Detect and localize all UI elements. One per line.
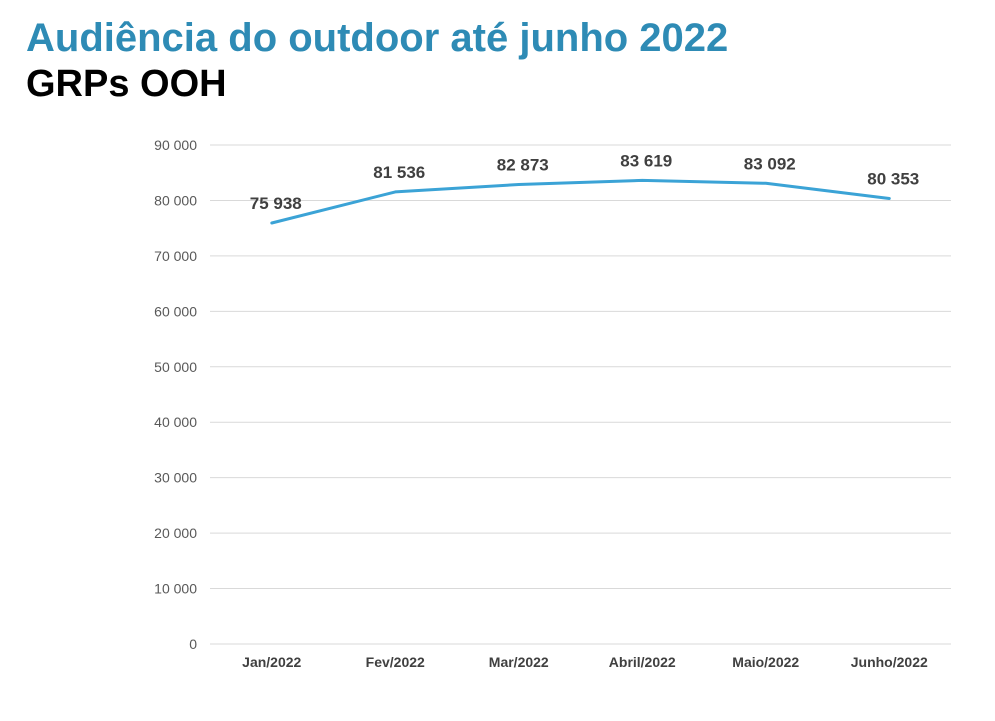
data-label: 82 873 <box>497 156 549 175</box>
y-tick-label: 10 000 <box>154 581 197 597</box>
x-tick-label: Jan/2022 <box>242 654 301 670</box>
data-label: 81 536 <box>373 163 425 182</box>
data-point <box>518 184 520 186</box>
x-axis: Jan/2022 Fev/2022 Mar/2022 Abril/2022 Maio/2… <box>242 654 928 670</box>
data-point <box>271 222 273 224</box>
y-tick-label: 30 000 <box>154 470 197 486</box>
data-label: 80 353 <box>867 169 919 188</box>
y-tick-label: 20 000 <box>154 525 197 541</box>
data-point <box>765 182 767 184</box>
y-tick-label: 50 000 <box>154 359 197 375</box>
data-point <box>888 197 890 199</box>
y-tick-label: 80 000 <box>154 192 197 208</box>
y-axis: 0 10 000 20 000 30 000 40 000 50 000 60 000 70 … <box>154 137 197 652</box>
data-label: 83 092 <box>744 154 796 173</box>
x-tick-label: Fev/2022 <box>366 654 425 670</box>
y-tick-label: 60 000 <box>154 303 197 319</box>
x-tick-label: Junho/2022 <box>851 654 928 670</box>
data-label: 75 938 <box>250 194 302 213</box>
y-tick-label: 0 <box>189 636 197 652</box>
data-point <box>641 179 643 181</box>
x-tick-label: Maio/2022 <box>732 654 799 670</box>
data-point <box>394 191 396 193</box>
x-tick-label: Mar/2022 <box>489 654 549 670</box>
series-line <box>270 178 891 225</box>
gridlines <box>210 144 951 645</box>
y-tick-label: 90 000 <box>154 137 197 153</box>
chart-subtitle: GRPs OOH <box>26 63 227 105</box>
y-tick-label: 40 000 <box>154 414 197 430</box>
x-tick-label: Abril/2022 <box>609 654 676 670</box>
data-label: 83 619 <box>620 151 672 170</box>
y-tick-label: 70 000 <box>154 248 197 264</box>
data-labels: 75 938 81 536 82 873 83 619 83 092 80 353 <box>250 151 920 213</box>
series-layer <box>270 178 891 225</box>
chart-title: Audiência do outdoor até junho 2022 <box>26 16 729 60</box>
